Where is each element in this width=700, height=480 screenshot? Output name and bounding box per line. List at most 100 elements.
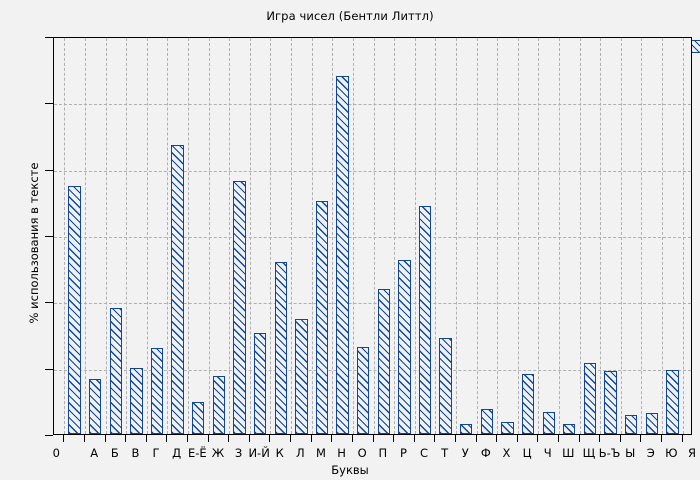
x-tick-mark-14	[351, 435, 353, 442]
x-tick-mark-30	[681, 435, 683, 442]
x-tick-mark-19	[454, 435, 456, 442]
x-tick-label-Ж: Ж	[211, 446, 225, 460]
x-tick-label-Ю: Ю	[665, 446, 678, 460]
bar-Х	[480, 409, 494, 434]
bar-Г	[130, 368, 143, 434]
x-tick-label-Э: Э	[646, 446, 655, 460]
bar-Б	[89, 378, 102, 434]
x-tick-label-Ф: Ф	[480, 446, 491, 460]
y-tick-mark-10	[45, 103, 53, 105]
x-tick-label-Х: Х	[502, 446, 511, 460]
y-tick-mark-12	[45, 37, 53, 38]
x-tick-mark-8	[228, 435, 230, 442]
bar-У	[439, 337, 452, 434]
x-tick-mark-6	[186, 435, 188, 442]
x-tick-mark-21	[496, 435, 498, 442]
bar-Ь-Ъ	[583, 363, 597, 434]
x-tick-label-Т: Т	[441, 446, 449, 460]
x-tick-label-Б: Б	[110, 446, 119, 460]
x-tick-mark-20	[475, 435, 477, 442]
x-tick-label-Ы: Ы	[625, 446, 636, 460]
bar-Щ	[563, 423, 576, 434]
x-tick-mark-15	[372, 435, 374, 442]
x-tick-mark-22	[516, 435, 518, 442]
y-tick-mark-4	[45, 302, 53, 304]
bar-З	[212, 375, 226, 434]
x-tick-label-Л: Л	[296, 446, 305, 460]
y-tick-mark-6	[45, 236, 53, 237]
x-tick-mark-1	[83, 435, 85, 442]
x-tick-label-Ч: Ч	[543, 446, 552, 460]
x-tick-mark-16	[393, 435, 395, 442]
bar-С	[398, 259, 411, 434]
x-tick-mark-24	[558, 435, 560, 442]
bar-Н	[315, 200, 329, 434]
y-tick-mark-2	[45, 368, 53, 370]
x-tick-mark-11	[290, 435, 292, 442]
x-tick-mark-23	[537, 435, 539, 442]
bar-Ш	[542, 412, 555, 434]
bar-А	[68, 185, 81, 434]
bar-Т	[418, 205, 432, 434]
x-tick-label-Е-Ё: Е-Ё	[187, 446, 207, 460]
y-axis-label: % использования в тексте	[27, 162, 41, 324]
bar-Е-Ё	[171, 145, 184, 434]
x-tick-mark-2	[104, 435, 106, 442]
bar-М	[295, 318, 308, 434]
x-tick-mark-25	[578, 435, 580, 442]
y-tick-mark-8	[45, 169, 53, 171]
bar-Ч	[521, 373, 535, 434]
x-tick-mark-4	[145, 435, 147, 442]
x-tick-label-С: С	[420, 446, 429, 460]
bars-layer	[54, 38, 691, 434]
x-tick-mark-9	[248, 435, 250, 442]
bar-В	[109, 307, 122, 434]
x-tick-label-И-Й: И-Й	[248, 446, 270, 460]
x-tick-label-О: О	[357, 446, 367, 460]
x-tick-mark-28	[640, 435, 642, 442]
x-tick-label-А: А	[90, 446, 99, 460]
x-tick-label-Я: Я	[688, 446, 696, 460]
x-tick-mark-29	[661, 435, 663, 442]
bar-Э	[624, 415, 638, 434]
x-tick-mark-7	[207, 435, 209, 442]
x-tick-label-З: З	[234, 446, 243, 460]
x-axis-label: Буквы	[331, 463, 369, 477]
bar-О	[336, 76, 349, 434]
x-tick-label-0: 0	[52, 446, 60, 460]
x-tick-mark-27	[619, 435, 621, 442]
y-tick-mark-0	[45, 435, 53, 436]
x-tick-mark-0	[63, 435, 65, 442]
x-tick-mark-5	[166, 435, 168, 442]
bar-Ж	[192, 401, 205, 434]
x-tick-label-П: П	[378, 446, 388, 460]
x-tick-label-М: М	[315, 446, 326, 460]
bar-Р	[377, 288, 390, 434]
x-tick-label-Ш: Ш	[562, 446, 575, 460]
x-tick-mark-13	[331, 435, 333, 442]
bar-И-Й	[233, 180, 246, 434]
x-tick-mark-10	[269, 435, 271, 442]
bar-Д	[150, 347, 164, 434]
bar-Ц	[501, 421, 514, 434]
x-tick-mark-18	[434, 435, 436, 442]
bar-К	[253, 332, 267, 434]
bar-Ф	[460, 424, 473, 434]
x-tick-label-К: К	[275, 446, 284, 460]
bar-Л	[274, 262, 287, 434]
x-tick-label-В: В	[131, 446, 140, 460]
x-tick-mark-12	[310, 435, 312, 442]
bar-Ю	[645, 413, 658, 434]
x-tick-label-Ь-Ъ: Ь-Ъ	[598, 446, 621, 460]
x-tick-mark-17	[413, 435, 415, 442]
x-tick-label-Ц: Ц	[522, 446, 532, 460]
plot-area	[53, 37, 692, 435]
x-tick-label-У: У	[461, 446, 469, 460]
x-tick-label-Г: Г	[152, 446, 160, 460]
x-tick-label-Н: Н	[337, 446, 346, 460]
chart-title: Игра чисел (Бентли Литтл)	[266, 9, 434, 23]
x-tick-mark-3	[125, 435, 127, 442]
bar-П	[357, 347, 370, 434]
x-tick-label-Щ: Щ	[582, 446, 596, 460]
